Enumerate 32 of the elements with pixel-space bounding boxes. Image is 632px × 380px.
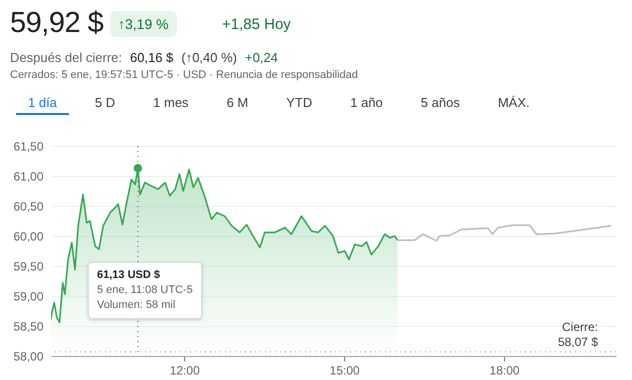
x-tick-label: 18:00 (490, 364, 520, 378)
text: 5 años (420, 95, 461, 112)
text: 1 mes (152, 95, 190, 112)
y-tick-label: 61,50 (13, 140, 44, 154)
text: 6 M (226, 95, 250, 112)
y-tick-label: 61,00 (13, 170, 44, 184)
text: Cerrados: 5 ene, 19:57:51 UTC-5 · USD · Renuncia de responsabilidad (10, 69, 358, 81)
y-tick-label: 58,00 (13, 350, 44, 364)
y-tick-label: 60,50 (13, 200, 44, 214)
text: (↑0,40 %) (181, 50, 238, 65)
ref-line-label: Cierre: 58,07 $ (558, 320, 598, 349)
text: +0,24 (245, 50, 278, 65)
y-tick-label: 59,00 (13, 290, 44, 304)
annotation: 61,13 USD $ (97, 269, 160, 281)
annotation: Volumen: 58 mil (97, 298, 176, 313)
text: MÁX. (496, 95, 531, 112)
annotation: 5 ene, 11:08 UTC-5 (97, 283, 193, 298)
text: 5 D (94, 95, 116, 112)
y-tick-label: 59,50 (13, 260, 44, 274)
text: 1 año (349, 95, 384, 112)
text: Después del cierre: (10, 50, 122, 65)
text: YTD (285, 95, 314, 112)
line-series (396, 224, 612, 242)
chart-title: 59,92 $ (10, 7, 104, 40)
x-tick-label: 15:00 (330, 364, 360, 378)
y-tick-label: 60,00 (13, 230, 44, 244)
text: +1,85 Hoy (222, 16, 291, 33)
text: 1 día (16, 95, 69, 115)
text: 60,16 $ (130, 50, 174, 65)
y-tick-label: 58,50 (13, 320, 44, 334)
text: ↑3,19 % (110, 11, 177, 37)
x-tick-label: 12:00 (170, 364, 200, 378)
